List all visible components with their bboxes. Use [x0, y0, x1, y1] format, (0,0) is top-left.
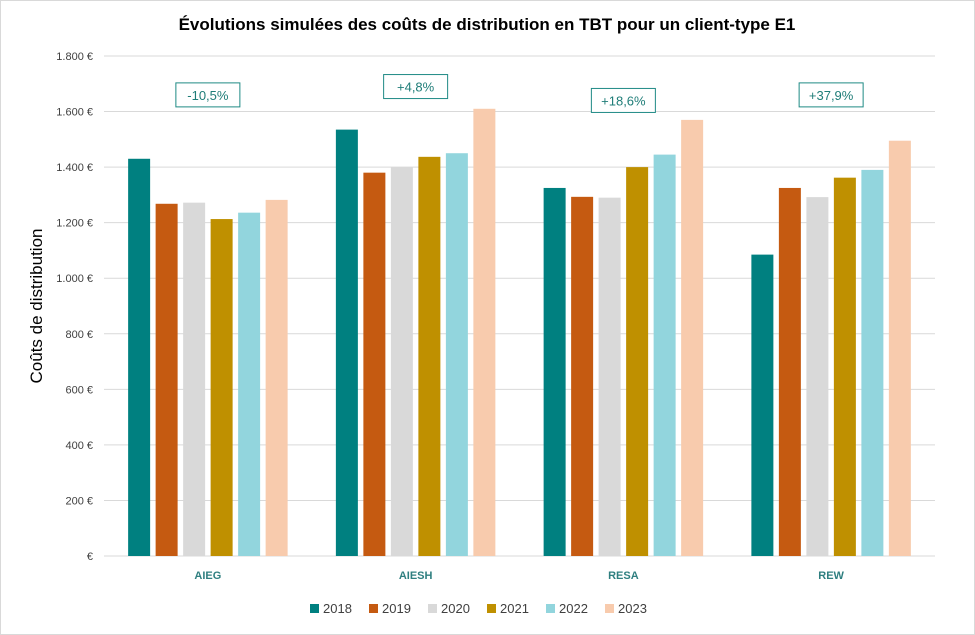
legend-swatch — [546, 604, 555, 613]
legend-swatch — [605, 604, 614, 613]
y-tick-label: 1.000 € — [56, 273, 93, 285]
bar-rew-2023 — [888, 140, 911, 556]
bar-resa-2018 — [543, 187, 566, 556]
annotation-label: +4,8% — [397, 80, 435, 95]
bar-rew-2021 — [833, 177, 856, 556]
bar-aiesh-2018 — [335, 129, 358, 556]
bar-aiesh-2019 — [363, 172, 386, 556]
bar-rew-2018 — [751, 254, 774, 556]
legend-label: 2022 — [559, 601, 588, 616]
legend-label: 2018 — [323, 601, 352, 616]
bar-resa-2022 — [653, 154, 676, 556]
legend-label: 2023 — [618, 601, 647, 616]
legend-label: 2019 — [382, 601, 411, 616]
y-axis-label: Coûts de distribution — [27, 229, 46, 384]
legend-swatch — [487, 604, 496, 613]
bar-resa-2020 — [598, 197, 621, 556]
annotation-label: -10,5% — [187, 88, 229, 103]
bar-aieg-2023 — [265, 199, 288, 556]
annotation-label: +18,6% — [601, 93, 646, 108]
chart-title: Évolutions simulées des coûts de distrib… — [179, 15, 796, 34]
annotation-box — [798, 82, 864, 108]
y-tick-label: 1.800 € — [56, 51, 93, 63]
bar-rew-2019 — [778, 187, 801, 556]
bar-resa-2023 — [681, 119, 704, 556]
y-tick-label: 1.400 € — [56, 162, 93, 174]
annotation-box — [383, 74, 449, 100]
bar-resa-2021 — [626, 167, 649, 556]
bar-aiesh-2022 — [445, 153, 468, 556]
annotation-box — [175, 82, 241, 108]
y-tick-label: 1.600 € — [56, 107, 93, 119]
legend-swatch — [310, 604, 319, 613]
bar-aieg-2018 — [128, 158, 151, 556]
legend-label: 2021 — [500, 601, 529, 616]
y-tick-label: € — [87, 551, 93, 563]
bar-aiesh-2023 — [473, 108, 496, 557]
bar-rew-2022 — [861, 169, 884, 556]
x-tick-label: AIEG — [194, 570, 221, 582]
legend-swatch — [428, 604, 437, 613]
bar-aieg-2019 — [155, 203, 178, 556]
y-tick-label: 800 € — [65, 329, 93, 341]
y-tick-label: 200 € — [65, 495, 93, 507]
annotation-label: +37,9% — [809, 88, 854, 103]
legend: 2018 2019 2020 2021 2022 2023 — [310, 601, 647, 616]
y-tick-label: 600 € — [65, 384, 93, 396]
bar-rew-2020 — [806, 197, 829, 556]
x-axis-ticks: AIEG AIESH RESA REW — [194, 570, 844, 582]
bar-aieg-2020 — [183, 202, 206, 556]
annotation-box — [590, 87, 656, 113]
x-tick-label: AIESH — [399, 570, 433, 582]
bar-resa-2019 — [571, 196, 594, 557]
bars — [128, 108, 911, 557]
bar-aiesh-2021 — [418, 156, 441, 557]
y-tick-label: 400 € — [65, 440, 93, 452]
bar-aieg-2021 — [210, 219, 233, 557]
annotations: -10,5% +4,8% +18,6% +37,9% — [175, 74, 864, 113]
bar-aieg-2022 — [238, 212, 261, 556]
x-tick-label: RESA — [608, 570, 639, 582]
y-axis-ticks: €200 € 400 € 600 € 800 € 1.000 € 1.200 € 1.400… — [56, 51, 93, 563]
x-tick-label: REW — [818, 570, 844, 582]
bar-aiesh-2020 — [390, 167, 413, 556]
y-tick-label: 1.200 € — [56, 218, 93, 230]
legend-label: 2020 — [441, 601, 470, 616]
legend-swatch — [369, 604, 378, 613]
